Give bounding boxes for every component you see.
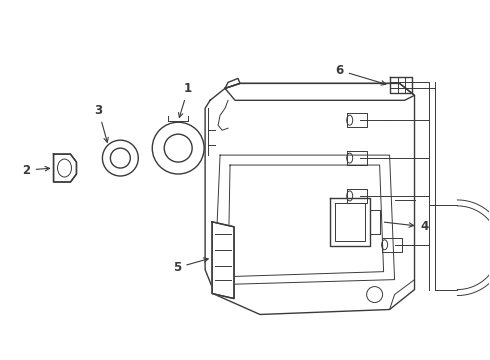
Text: 4: 4: [384, 220, 429, 233]
Polygon shape: [212, 222, 234, 298]
Text: 5: 5: [173, 258, 208, 274]
Polygon shape: [53, 154, 76, 182]
Text: 6: 6: [336, 64, 386, 85]
Text: 3: 3: [95, 104, 108, 142]
Text: 2: 2: [23, 163, 49, 176]
Text: 1: 1: [178, 82, 192, 117]
